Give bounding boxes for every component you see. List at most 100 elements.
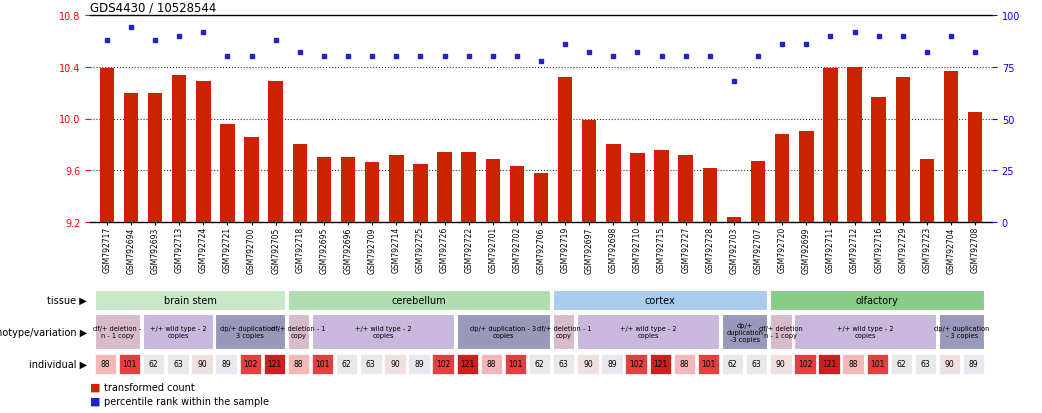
Text: 89: 89 [415,360,424,369]
Bar [625,354,647,374]
Bar [939,314,985,350]
Bar [770,290,985,310]
Text: dp/+
duplication
-3 copies: dp/+ duplication -3 copies [726,322,763,342]
Bar [95,354,117,374]
Bar [510,167,524,223]
Bar [963,354,985,374]
Text: 62: 62 [727,360,738,369]
Bar [847,68,862,223]
Bar [167,354,189,374]
Bar [557,78,572,223]
Text: transformed count: transformed count [103,382,194,392]
Bar [794,354,816,374]
Text: 90: 90 [945,360,954,369]
Text: df/+ deletion -
n - 1 copy: df/+ deletion - n - 1 copy [94,326,142,339]
Bar [172,75,187,223]
Text: genotype/variation ▶: genotype/variation ▶ [0,327,86,337]
Bar [100,69,115,223]
Bar [95,290,286,310]
Bar [341,158,355,223]
Text: 63: 63 [366,360,376,369]
Text: 101: 101 [316,360,329,369]
Text: percentile rank within the sample: percentile rank within the sample [103,396,269,406]
Bar [432,354,454,374]
Bar [915,354,936,374]
Text: ■: ■ [90,382,104,392]
Bar [216,314,286,350]
Bar [944,71,959,223]
Bar [920,159,934,223]
Text: individual ▶: individual ▶ [29,359,86,369]
Bar [317,158,331,223]
Text: df/+ deletion - 1
copy: df/+ deletion - 1 copy [537,326,591,339]
Bar [577,314,719,350]
Bar [312,314,454,350]
Bar [143,314,213,350]
Text: 90: 90 [776,360,786,369]
Bar [895,78,910,223]
Text: 88: 88 [294,360,303,369]
Bar [606,145,621,223]
Bar [891,354,912,374]
Bar [504,354,526,374]
Bar [486,159,500,223]
Text: 88: 88 [101,360,110,369]
Bar [269,82,283,223]
Text: 102: 102 [629,360,643,369]
Bar [365,163,379,223]
Text: 62: 62 [342,360,351,369]
Text: 101: 101 [508,360,523,369]
Text: 89: 89 [221,360,231,369]
Bar [871,97,886,223]
Text: ■: ■ [90,396,104,406]
Text: cerebellum: cerebellum [392,295,446,305]
Bar [775,135,790,223]
Text: +/+ wild type - 2
copies: +/+ wild type - 2 copies [354,326,412,339]
Text: dp/+ duplication
- 3 copies: dp/+ duplication - 3 copies [934,326,990,339]
Bar [288,290,550,310]
Bar [361,354,381,374]
Text: 101: 101 [123,360,137,369]
Bar [408,354,429,374]
Bar [702,168,717,223]
Text: 121: 121 [822,360,836,369]
Text: 101: 101 [870,360,885,369]
Bar [216,354,237,374]
Bar [534,173,548,223]
Bar [288,354,309,374]
Text: 89: 89 [969,360,978,369]
Text: 121: 121 [461,360,474,369]
Bar [384,354,405,374]
Text: 88: 88 [848,360,858,369]
Text: df/+ deletion
n - 1 copy: df/+ deletion n - 1 copy [759,326,802,339]
Text: 88: 88 [679,360,689,369]
Bar [678,155,693,223]
Bar [192,354,213,374]
Bar [726,217,741,223]
Text: +/+ wild type - 2
copies: +/+ wild type - 2 copies [837,326,894,339]
Text: dp/+ duplication - 3
copies: dp/+ duplication - 3 copies [470,326,537,339]
Text: dp/+ duplication -
3 copies: dp/+ duplication - 3 copies [220,326,280,339]
Bar [389,155,403,223]
Bar [240,354,260,374]
Bar [414,164,427,223]
Text: 63: 63 [752,360,762,369]
Text: +/+ wild type - 2
copies: +/+ wild type - 2 copies [620,326,676,339]
Text: 90: 90 [390,360,400,369]
Bar [456,354,478,374]
Bar [770,314,792,350]
Text: cortex: cortex [645,295,675,305]
Text: olfactory: olfactory [855,295,899,305]
Bar [582,121,596,223]
Text: 102: 102 [798,360,812,369]
Text: tissue ▶: tissue ▶ [47,295,86,305]
Bar [119,354,141,374]
Bar [196,82,210,223]
Bar [553,314,574,350]
Bar [770,354,792,374]
Bar [673,354,695,374]
Bar [220,124,234,223]
Text: 88: 88 [487,360,496,369]
Bar [746,354,767,374]
Text: brain stem: brain stem [164,295,217,305]
